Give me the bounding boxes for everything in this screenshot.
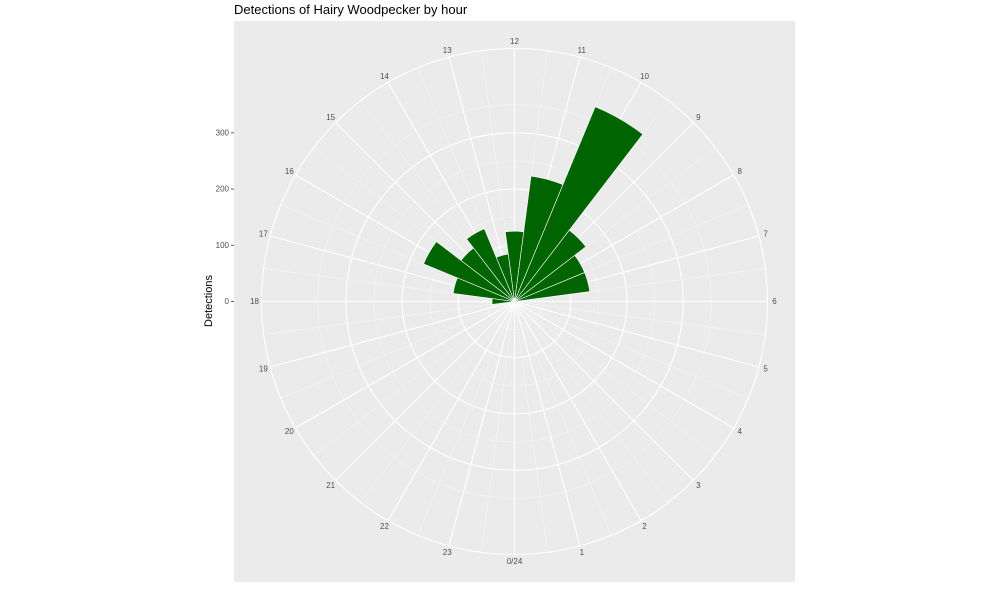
minor-radial-gridline bbox=[514, 301, 669, 503]
hour-label: 22 bbox=[380, 522, 389, 531]
y-tick-label: 300 bbox=[216, 128, 230, 137]
radial-gridline bbox=[513, 301, 581, 547]
hour-label: 10 bbox=[640, 72, 649, 81]
minor-circular-gridline bbox=[373, 160, 656, 443]
y-tick-label: 200 bbox=[216, 185, 230, 194]
radial-gridline bbox=[295, 301, 515, 429]
minor-radial-gridline bbox=[481, 301, 515, 553]
radial-gridline bbox=[335, 301, 515, 481]
minor-radial-gridline bbox=[417, 301, 515, 536]
hour-label: 9 bbox=[696, 113, 701, 122]
hour-label: 18 bbox=[250, 297, 259, 306]
bar-hour-10 bbox=[514, 106, 644, 302]
hour-label: 12 bbox=[510, 37, 519, 46]
hour-label: 8 bbox=[737, 167, 742, 176]
bar-hour-14 bbox=[466, 228, 515, 302]
hour-label-layer: 0/24123456789101112131415161718192021222… bbox=[250, 37, 777, 566]
hour-label: 3 bbox=[696, 481, 701, 490]
minor-radial-gridline bbox=[514, 301, 766, 335]
radial-gridline bbox=[448, 301, 516, 547]
bar-hour-17 bbox=[452, 277, 515, 302]
hour-label: 7 bbox=[763, 230, 768, 239]
hour-label: 0/24 bbox=[507, 557, 523, 566]
hour-label: 11 bbox=[578, 46, 587, 55]
circular-gridline bbox=[345, 132, 684, 471]
bar-hour-11 bbox=[514, 175, 564, 302]
hour-label: 5 bbox=[763, 364, 768, 373]
hour-label: 14 bbox=[380, 72, 389, 81]
hour-label: 6 bbox=[772, 297, 777, 306]
y-tick-label: 0 bbox=[225, 297, 230, 306]
hour-label: 16 bbox=[285, 167, 294, 176]
hour-label: 15 bbox=[326, 113, 335, 122]
y-axis-ticks: 0 100 200 300 bbox=[216, 128, 234, 306]
hour-label: 13 bbox=[443, 46, 452, 55]
circular-gridline bbox=[401, 188, 628, 415]
outer-ring bbox=[260, 47, 769, 556]
y-tick-label: 100 bbox=[216, 241, 230, 250]
minor-radial-gridline bbox=[263, 301, 515, 335]
minor-radial-gridline bbox=[514, 301, 716, 456]
minor-radial-gridline bbox=[360, 301, 515, 503]
radial-gridline bbox=[514, 300, 760, 368]
minor-radial-gridline bbox=[514, 301, 749, 399]
radial-gridline bbox=[269, 300, 515, 368]
minor-circular-gridline bbox=[317, 104, 712, 499]
hour-label: 1 bbox=[580, 548, 585, 557]
chart-title: Detections of Hairy Woodpecker by hour bbox=[234, 2, 468, 17]
minor-radial-gridline bbox=[514, 301, 548, 553]
bar-hour-16 bbox=[423, 241, 515, 302]
minor-radial-gridline bbox=[313, 301, 515, 456]
hour-label: 2 bbox=[642, 522, 647, 531]
hour-label: 20 bbox=[285, 427, 294, 436]
bar-layer bbox=[423, 106, 644, 305]
hour-label: 19 bbox=[259, 364, 268, 373]
bar-hour-18 bbox=[491, 298, 515, 305]
hour-label: 21 bbox=[326, 481, 335, 490]
bar-hour-12 bbox=[504, 230, 525, 302]
hour-label: 23 bbox=[443, 548, 452, 557]
radial-gridline bbox=[514, 301, 734, 429]
radial-gridline bbox=[387, 301, 515, 521]
hour-label: 4 bbox=[737, 427, 742, 436]
minor-radial-gridline bbox=[280, 301, 515, 399]
minor-radial-gridline bbox=[514, 301, 612, 536]
hour-label: 17 bbox=[259, 230, 268, 239]
radial-gridline bbox=[514, 301, 642, 521]
minor-circular-gridline bbox=[429, 216, 600, 387]
radial-gridline bbox=[514, 301, 694, 481]
